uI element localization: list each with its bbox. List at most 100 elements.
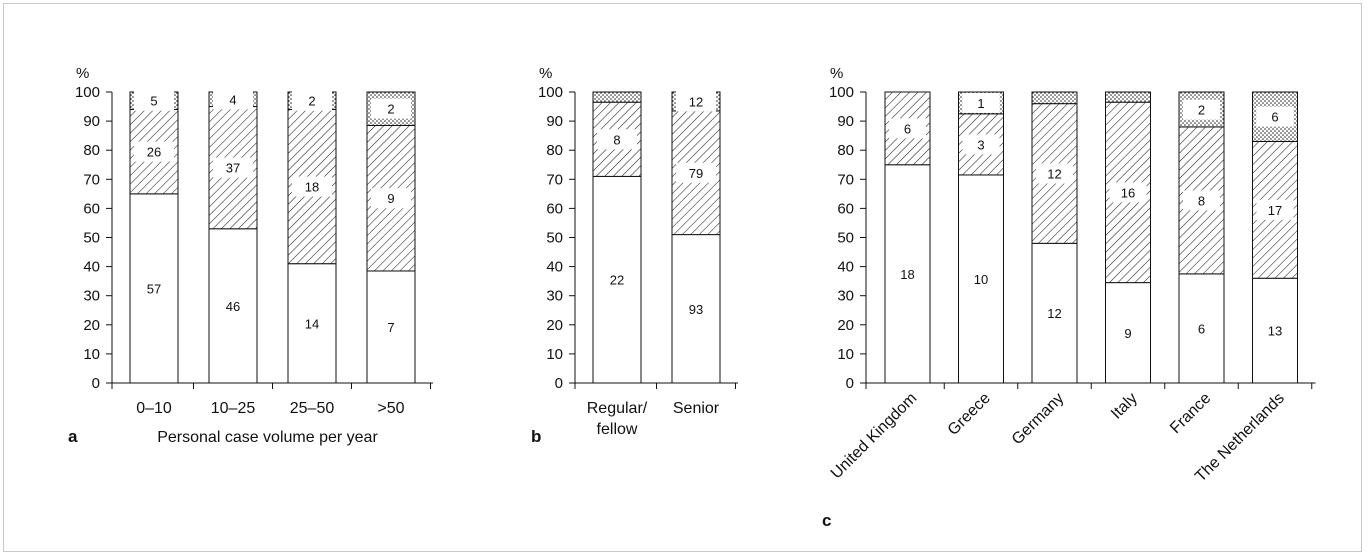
- y-tick-label: 50: [83, 230, 100, 247]
- data-label: 12: [1047, 166, 1061, 181]
- y-tick-label: 20: [83, 317, 100, 334]
- y-tick-label: 50: [837, 230, 854, 247]
- y-tick-label: 30: [837, 288, 854, 305]
- y-tick-label: 0: [846, 375, 854, 392]
- data-label: 17: [1268, 203, 1282, 218]
- bar-segment-plain: [208, 228, 258, 384]
- category-label: Germany: [1009, 390, 1068, 449]
- y-tick-label: 0: [92, 375, 100, 392]
- y-axis-label: %: [830, 65, 843, 82]
- y-tick-label: 60: [546, 200, 563, 217]
- y-tick-label: 30: [546, 288, 563, 305]
- bar-segment-plain: [1031, 242, 1078, 384]
- y-axis-label: %: [539, 65, 552, 82]
- bar-segment-plain: [592, 175, 642, 384]
- panel-letter: a: [68, 427, 78, 446]
- panel-letter: b: [531, 427, 541, 446]
- data-label: 8: [613, 132, 620, 147]
- data-label: 6: [1198, 321, 1205, 336]
- category-label: Greece: [945, 390, 994, 439]
- data-label-bg: [676, 91, 716, 112]
- y-tick-label: 40: [837, 259, 854, 276]
- panel-letter: c: [822, 511, 831, 530]
- y-tick-label: 50: [546, 230, 563, 247]
- data-label-bg: [371, 188, 411, 209]
- y-tick-label: 70: [837, 171, 854, 188]
- data-label: 9: [387, 191, 394, 206]
- data-label-bg: [1256, 199, 1294, 220]
- data-label: 5: [150, 94, 157, 109]
- y-tick-label: 80: [837, 142, 854, 159]
- y-tick-label: 20: [546, 317, 563, 334]
- data-label-bg: [962, 92, 1000, 113]
- figure-frame: [3, 3, 1362, 552]
- category-label: France: [1167, 390, 1214, 437]
- y-tick-label: 40: [83, 259, 100, 276]
- data-label: 1: [977, 96, 984, 111]
- data-label: 79: [689, 166, 703, 181]
- category-label: 10–25: [211, 400, 256, 417]
- data-label: 2: [308, 94, 315, 109]
- data-label-bg: [889, 118, 926, 139]
- data-label-bg: [292, 90, 332, 111]
- data-label: 2: [1198, 102, 1205, 117]
- data-label-bg: [1109, 182, 1147, 203]
- y-tick-label: 100: [75, 84, 100, 101]
- category-label: Italy: [1108, 390, 1141, 423]
- data-label-bg: [1183, 190, 1220, 211]
- data-label: 37: [226, 161, 240, 176]
- data-label-bg: [1036, 163, 1073, 184]
- data-label-bg: [213, 157, 253, 178]
- data-label: 46: [226, 299, 240, 314]
- y-tick-label: 90: [837, 113, 854, 130]
- data-label: 12: [689, 94, 703, 109]
- data-label: 3: [977, 137, 984, 152]
- data-label-bg: [1183, 99, 1220, 120]
- data-label: 18: [305, 180, 319, 195]
- bar-segment-dotted: [592, 91, 642, 103]
- data-label: 2: [387, 102, 394, 117]
- data-label: 14: [305, 316, 319, 331]
- y-tick-label: 70: [83, 171, 100, 188]
- bar-segment-plain: [1178, 273, 1225, 384]
- data-label-bg: [597, 129, 637, 150]
- data-label: 10: [974, 272, 988, 287]
- data-label-bg: [676, 162, 716, 183]
- x-axis-title: Personal case volume per year: [157, 429, 378, 446]
- data-label: 8: [1198, 193, 1205, 208]
- bar-segment-dotted: [1031, 91, 1078, 105]
- data-label-bg: [1256, 106, 1294, 127]
- data-label: 93: [689, 302, 703, 317]
- category-label: Regular/: [587, 400, 648, 417]
- bar-segment-plain: [287, 263, 337, 384]
- y-tick-label: 60: [837, 200, 854, 217]
- data-label-bg: [371, 98, 411, 119]
- category-label: 0–10: [136, 400, 172, 417]
- data-label: 13: [1268, 324, 1282, 339]
- data-label: 18: [900, 267, 914, 282]
- y-tick-label: 90: [546, 113, 563, 130]
- y-tick-label: 10: [837, 346, 854, 363]
- y-tick-label: 0: [555, 375, 563, 392]
- bar-segment-plain: [129, 193, 179, 384]
- y-tick-label: 100: [538, 84, 563, 101]
- data-label-bg: [134, 141, 174, 162]
- data-label-bg: [292, 176, 332, 197]
- y-tick-label: 20: [837, 317, 854, 334]
- category-label: Senior: [673, 400, 720, 417]
- data-label: 57: [147, 281, 161, 296]
- y-tick-label: 60: [83, 200, 100, 217]
- y-tick-label: 90: [83, 113, 100, 130]
- data-label: 26: [147, 145, 161, 160]
- data-label: 7: [387, 320, 394, 335]
- y-tick-label: 80: [83, 142, 100, 159]
- category-label: 25–50: [290, 400, 335, 417]
- y-tick-label: 10: [546, 346, 563, 363]
- y-tick-label: 30: [83, 288, 100, 305]
- bar-segment-plain: [884, 164, 931, 384]
- data-label-bg: [213, 89, 253, 110]
- bar-segment-plain: [958, 174, 1004, 384]
- data-label-bg: [134, 90, 174, 111]
- y-tick-label: 10: [83, 346, 100, 363]
